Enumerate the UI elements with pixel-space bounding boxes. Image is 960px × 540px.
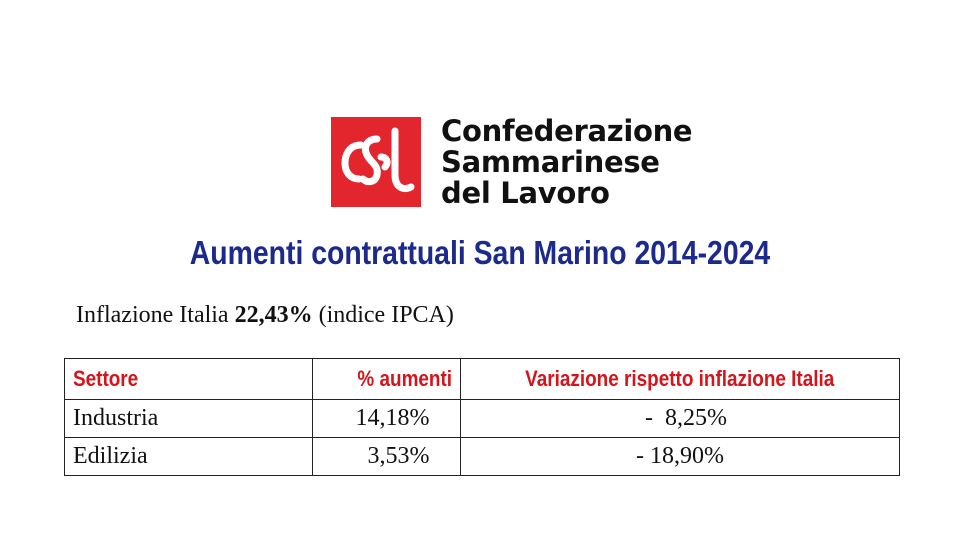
header-variation: Variazione rispetto inflazione Italia <box>460 358 900 400</box>
organization-name-line-3: del Lavoro <box>441 176 610 210</box>
table-header-row: Settore % aumenti Variazione rispetto in… <box>64 358 900 400</box>
organization-name: Confederazione Sammarinese del Lavoro <box>441 114 693 210</box>
table-row: Edilizia 3,53% - 18,90% <box>64 437 900 476</box>
cell-variation: - 18,90% <box>460 437 900 476</box>
inflation-prefix: Inflazione Italia <box>76 302 235 328</box>
header-increase: % aumenti <box>312 358 461 400</box>
inflation-note: Inflazione Italia 22,43% (indice IPCA) <box>76 302 454 329</box>
page-title: Aumenti contrattuali San Marino 2014-202… <box>189 234 771 271</box>
organization-name-line-1: Confederazione <box>441 114 693 148</box>
inflation-suffix: (indice IPCA) <box>312 302 454 328</box>
table-row: Industria 14,18% - 8,25% <box>64 399 900 438</box>
cell-increase: 14,18% <box>312 399 461 438</box>
csdl-logo-icon <box>331 117 421 207</box>
organization-name-line-2: Sammarinese <box>441 145 660 179</box>
header-sector: Settore <box>64 358 313 400</box>
cell-sector: Edilizia <box>64 437 313 476</box>
cell-increase: 3,53% <box>312 437 461 476</box>
cell-variation: - 8,25% <box>460 399 900 438</box>
cell-sector: Industria <box>64 399 313 438</box>
increases-table: Settore % aumenti Variazione rispetto in… <box>64 358 900 476</box>
inflation-value: 22,43% <box>234 302 313 328</box>
